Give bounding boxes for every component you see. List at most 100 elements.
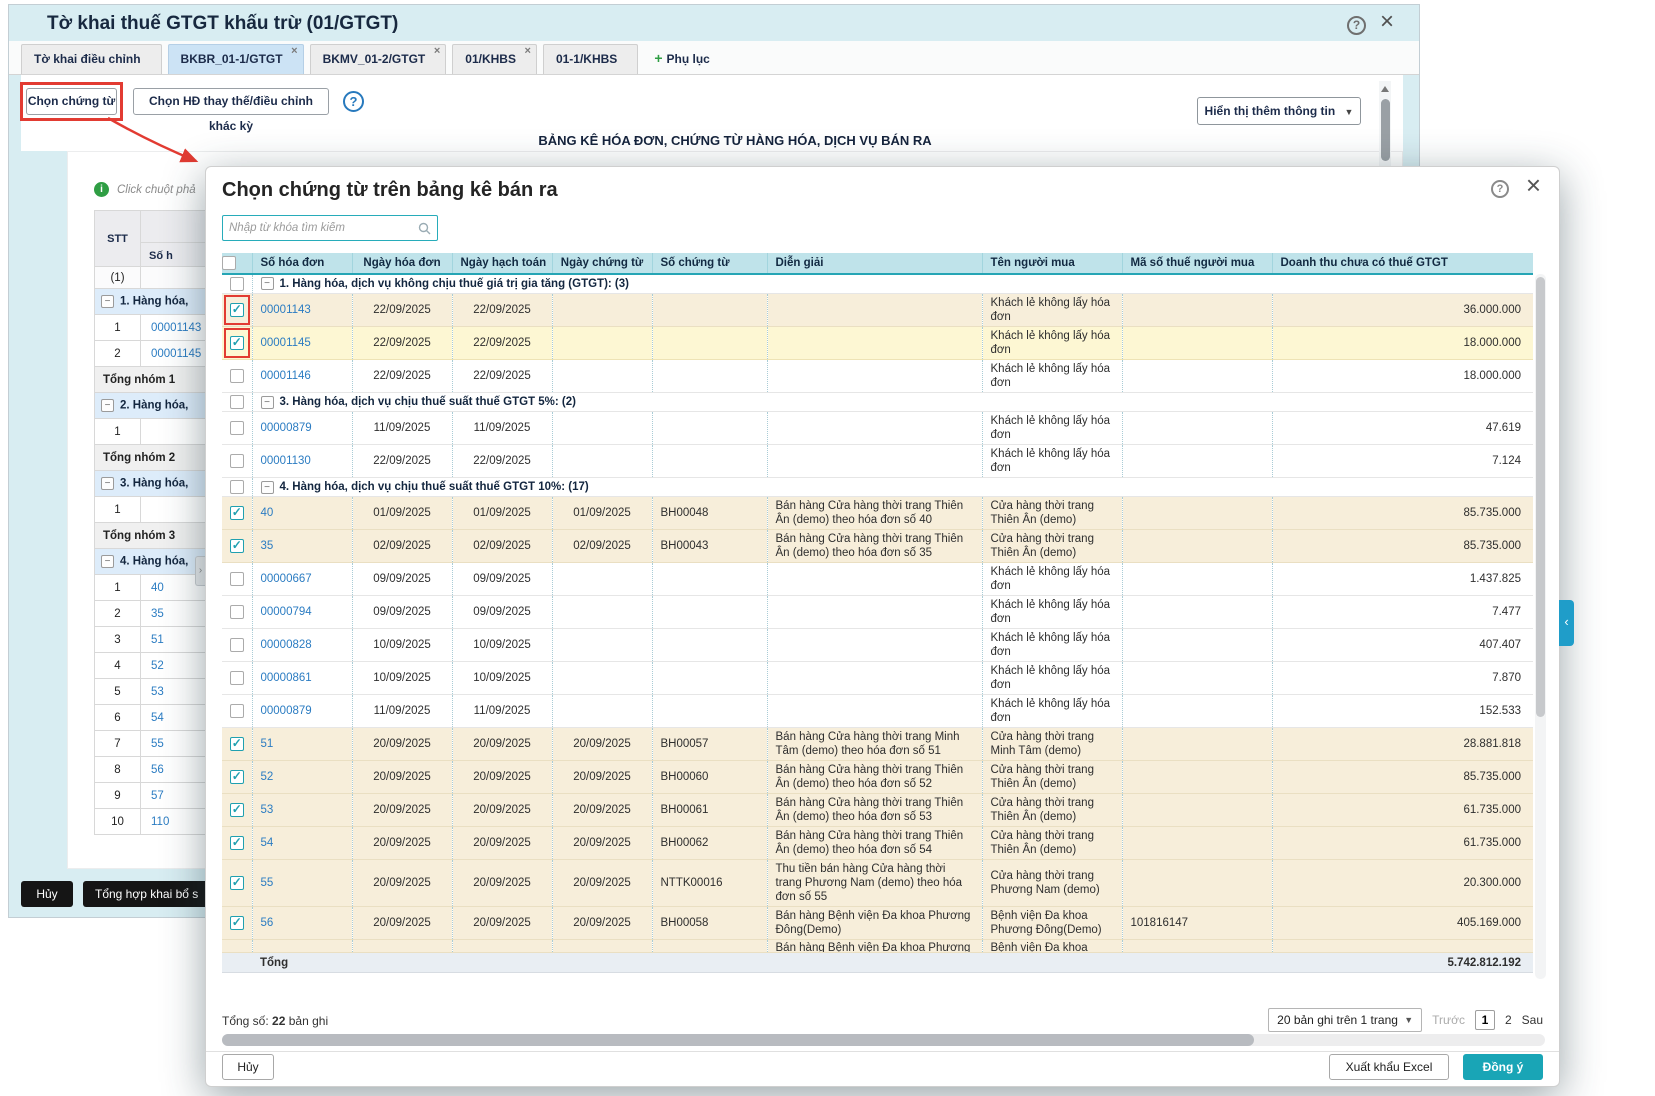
- tab-close-icon[interactable]: ×: [434, 46, 440, 57]
- invoice-row[interactable]: 0000079409/09/202509/09/2025Khách lẻ khô…: [222, 596, 1533, 629]
- invoice-row[interactable]: 0000114322/09/202522/09/2025Khách lẻ khô…: [222, 294, 1533, 327]
- tab-01-1-khbs[interactable]: 01-1/KHBS: [543, 44, 638, 74]
- row-checkbox[interactable]: [230, 916, 244, 930]
- invoice-link[interactable]: 00001145: [151, 348, 201, 360]
- table-scrollbar-thumb[interactable]: [1536, 277, 1545, 717]
- invoice-link[interactable]: 00001146: [261, 370, 311, 382]
- invoice-link[interactable]: 53: [151, 686, 164, 698]
- tab-bkbr-01-1-gtgt[interactable]: BKBR_01-1/GTGT×: [168, 44, 304, 74]
- invoice-row[interactable]: 5320/09/202520/09/202520/09/2025BH00061B…: [222, 794, 1533, 827]
- horizontal-scrollbar[interactable]: [222, 1034, 1545, 1046]
- help-icon[interactable]: ?: [343, 91, 364, 112]
- invoice-row[interactable]: 0000086110/09/202510/09/2025Khách lẻ khô…: [222, 662, 1533, 695]
- invoice-link[interactable]: 51: [261, 738, 274, 750]
- invoice-row[interactable]: 0000087911/09/202511/09/2025Khách lẻ khô…: [222, 412, 1533, 445]
- next-page-button[interactable]: Sau: [1522, 1013, 1543, 1027]
- row-checkbox[interactable]: [230, 737, 244, 751]
- export-excel-button[interactable]: Xuất khẩu Excel: [1329, 1054, 1449, 1080]
- invoice-link[interactable]: 110: [151, 816, 169, 828]
- invoice-link[interactable]: 51: [151, 634, 164, 646]
- invoice-link[interactable]: 57: [151, 790, 164, 802]
- row-checkbox[interactable]: [230, 876, 244, 890]
- invoice-link[interactable]: 00000794: [261, 606, 312, 618]
- invoice-row[interactable]: Bán hàng Bệnh viện Đa khoa PhươngBệnh vi…: [222, 940, 1533, 953]
- page-1-button[interactable]: 1: [1475, 1010, 1495, 1030]
- row-checkbox[interactable]: [230, 395, 244, 409]
- invoice-link[interactable]: 55: [151, 738, 164, 750]
- invoice-link[interactable]: 00001143: [151, 322, 201, 334]
- row-checkbox[interactable]: [230, 572, 244, 586]
- row-checkbox[interactable]: [230, 704, 244, 718]
- collapse-group-icon[interactable]: −: [101, 477, 114, 490]
- invoice-link[interactable]: 40: [151, 582, 164, 594]
- invoice-link[interactable]: 00001143: [261, 304, 311, 316]
- select-documents-button[interactable]: Chọn chứng từ: [26, 88, 117, 115]
- invoice-row[interactable]: 0000113022/09/202522/09/2025Khách lẻ khô…: [222, 445, 1533, 478]
- group-header-row[interactable]: −4. Hàng hóa, dịch vụ chịu thuế suất thu…: [222, 478, 1533, 497]
- prev-page-button[interactable]: Trước: [1432, 1013, 1465, 1027]
- invoice-link[interactable]: 55: [261, 877, 274, 889]
- invoice-row[interactable]: 5120/09/202520/09/202520/09/2025BH00057B…: [222, 728, 1533, 761]
- invoice-link[interactable]: 00000861: [261, 672, 312, 684]
- tab-ph-l-c[interactable]: +Phụ lục: [644, 44, 720, 74]
- collapse-group-icon[interactable]: −: [261, 481, 274, 494]
- select-invoice-other-period-button[interactable]: Chọn HĐ thay thế/điều chỉnh khác kỳ: [133, 88, 329, 115]
- tab-close-icon[interactable]: ×: [291, 46, 297, 57]
- invoice-row[interactable]: 3502/09/202502/09/202502/09/2025BH00043B…: [222, 530, 1533, 563]
- dialog-close-icon[interactable]: ×: [1526, 171, 1541, 199]
- invoice-link[interactable]: 52: [151, 660, 164, 672]
- invoice-link[interactable]: 52: [261, 771, 274, 783]
- invoice-link[interactable]: 00000879: [261, 422, 312, 434]
- dialog-cancel-button[interactable]: Hủy: [222, 1054, 274, 1080]
- panel-collapse-handle-left[interactable]: ›: [195, 556, 205, 586]
- row-checkbox[interactable]: [230, 638, 244, 652]
- invoice-link[interactable]: 00000828: [261, 639, 312, 651]
- table-scrollbar[interactable]: [1535, 274, 1546, 979]
- invoice-link[interactable]: 56: [151, 764, 164, 776]
- invoice-link[interactable]: 56: [261, 917, 274, 929]
- collapse-group-icon[interactable]: −: [261, 396, 274, 409]
- invoice-link[interactable]: 40: [261, 507, 274, 519]
- row-checkbox[interactable]: [230, 506, 244, 520]
- row-checkbox[interactable]: [230, 480, 244, 494]
- panel-expand-handle-right[interactable]: ‹: [1559, 600, 1574, 646]
- scrollbar-thumb[interactable]: [1381, 99, 1390, 161]
- invoice-row[interactable]: 5620/09/202520/09/202520/09/2025BH00058B…: [222, 907, 1533, 940]
- collapse-group-icon[interactable]: −: [101, 295, 114, 308]
- invoice-link[interactable]: 54: [151, 712, 164, 724]
- row-checkbox[interactable]: [230, 454, 244, 468]
- invoice-row[interactable]: 0000114622/09/202522/09/2025Khách lẻ khô…: [222, 360, 1533, 393]
- invoice-link[interactable]: 00000667: [261, 573, 312, 585]
- invoice-link[interactable]: 54: [261, 837, 274, 849]
- invoice-link[interactable]: 00001130: [261, 455, 311, 467]
- row-checkbox[interactable]: [230, 303, 244, 317]
- invoice-row[interactable]: 5520/09/202520/09/202520/09/2025NTTK0001…: [222, 860, 1533, 907]
- invoice-row[interactable]: 4001/09/202501/09/202501/09/2025BH00048B…: [222, 497, 1533, 530]
- invoice-link[interactable]: 00000879: [261, 705, 312, 717]
- row-checkbox[interactable]: [230, 671, 244, 685]
- row-checkbox[interactable]: [230, 336, 244, 350]
- row-checkbox[interactable]: [230, 836, 244, 850]
- row-checkbox[interactable]: [230, 277, 244, 291]
- group-header-row[interactable]: −1. Hàng hóa, dịch vụ không chịu thuế gi…: [222, 274, 1533, 294]
- row-checkbox[interactable]: [222, 256, 236, 270]
- search-input[interactable]: [229, 222, 418, 234]
- invoice-link[interactable]: 35: [261, 540, 274, 552]
- collapse-group-icon[interactable]: −: [101, 555, 114, 568]
- tab-bkmv-01-2-gtgt[interactable]: BKMV_01-2/GTGT×: [310, 44, 447, 74]
- row-checkbox[interactable]: [230, 770, 244, 784]
- row-checkbox[interactable]: [230, 605, 244, 619]
- scroll-up-arrow-icon[interactable]: [1381, 86, 1389, 92]
- horizontal-scrollbar-thumb[interactable]: [222, 1034, 1254, 1046]
- confirm-button[interactable]: Đồng ý: [1463, 1054, 1543, 1080]
- page-size-select[interactable]: 20 bản ghi trên 1 trang ▼: [1268, 1008, 1422, 1032]
- row-checkbox[interactable]: [230, 539, 244, 553]
- invoice-link[interactable]: 00001145: [261, 337, 311, 349]
- invoice-row[interactable]: 5220/09/202520/09/202520/09/2025BH00060B…: [222, 761, 1533, 794]
- invoice-link[interactable]: 53: [261, 804, 274, 816]
- tab-close-icon[interactable]: ×: [525, 46, 531, 57]
- collapse-group-icon[interactable]: −: [101, 399, 114, 412]
- row-checkbox[interactable]: [230, 803, 244, 817]
- invoice-row[interactable]: 0000087911/09/202511/09/2025Khách lẻ khô…: [222, 695, 1533, 728]
- group-header-row[interactable]: −3. Hàng hóa, dịch vụ chịu thuế suất thu…: [222, 393, 1533, 412]
